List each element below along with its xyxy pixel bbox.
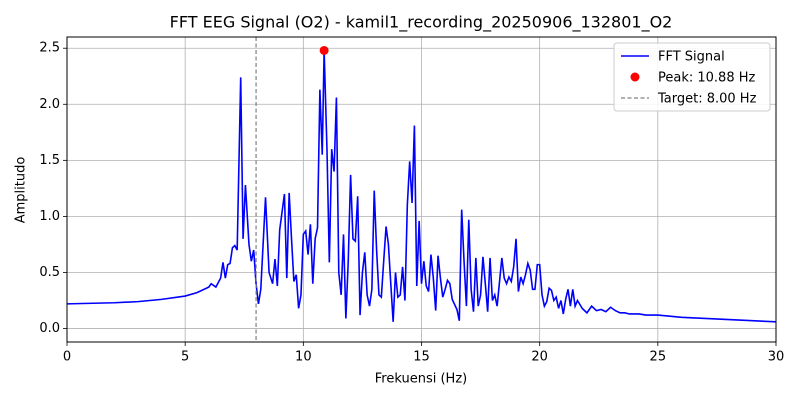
x-tick-label: 15 bbox=[413, 350, 430, 365]
x-tick-label: 5 bbox=[181, 350, 189, 365]
legend-label: FFT Signal bbox=[658, 50, 725, 65]
x-tick-label: 10 bbox=[295, 350, 312, 365]
peak-marker bbox=[319, 45, 329, 55]
y-tick-label: 0.0 bbox=[39, 321, 60, 336]
x-tick-label: 30 bbox=[768, 350, 785, 365]
x-tick-label: 0 bbox=[63, 350, 71, 365]
y-tick-label: 1.0 bbox=[39, 209, 60, 224]
y-tick-label: 0.5 bbox=[39, 265, 60, 280]
chart-title: FFT EEG Signal (O2) - kamil1_recording_2… bbox=[170, 13, 673, 33]
x-axis-label: Frekuensi (Hz) bbox=[375, 372, 467, 387]
legend-label: Peak: 10.88 Hz bbox=[658, 71, 756, 86]
fft-line bbox=[66, 50, 777, 323]
y-axis-label: Amplitudo bbox=[14, 157, 29, 224]
y-tick-label: 1.5 bbox=[39, 153, 60, 168]
plot-frame bbox=[66, 36, 777, 343]
legend-swatch bbox=[630, 72, 640, 82]
x-tick-label: 20 bbox=[531, 350, 548, 365]
legend-label: Target: 8.00 Hz bbox=[657, 92, 757, 107]
y-tick-label: 2.5 bbox=[39, 41, 60, 56]
legend-box bbox=[613, 42, 771, 112]
x-tick-label: 25 bbox=[650, 350, 667, 365]
y-tick-label: 2.0 bbox=[39, 97, 60, 112]
